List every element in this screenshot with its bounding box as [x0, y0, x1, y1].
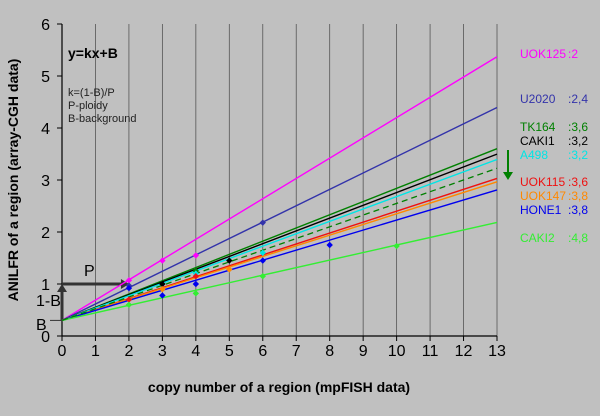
data-point [226, 266, 233, 273]
one-minus-b-arrowhead [57, 284, 67, 292]
legend-name: TK164 [520, 120, 556, 134]
data-point [159, 257, 166, 264]
x-tick-label: 4 [191, 343, 200, 360]
y-tick-label: 1 [41, 277, 50, 294]
data-point [125, 284, 133, 292]
data-point [125, 296, 133, 303]
y-tick-label: 6 [41, 17, 50, 34]
p-label: P [84, 263, 95, 280]
data-point [159, 292, 166, 299]
down-arrow-head [503, 172, 513, 180]
series-line [61, 56, 498, 321]
data-point [192, 252, 200, 259]
legend-name: CAKI1 [520, 134, 555, 148]
legend-ploidy: :3,8 [568, 203, 588, 217]
x-tick-label: 2 [124, 343, 133, 360]
x-tick-label: 3 [158, 343, 167, 360]
legend-ploidy: :2,4 [568, 92, 588, 106]
legend-name: CAKI2 [520, 231, 555, 245]
y-tick-label: 2 [41, 225, 50, 242]
x-tick-label: 10 [388, 343, 406, 360]
p-arrowhead [120, 279, 129, 289]
y-axis-title: ANILFR of a region (array-CGH data) [5, 59, 21, 302]
data-point [125, 301, 133, 308]
legend-ploidy: :3,2 [568, 148, 588, 162]
data-point [125, 277, 133, 284]
data-point [259, 273, 266, 280]
legend-ploidy: :3,2 [568, 134, 588, 148]
formula-text: y=kx+B [68, 45, 118, 61]
x-tick-label: 13 [488, 343, 506, 360]
dashed-reference-line [61, 167, 498, 322]
y-tick-label: 4 [41, 121, 50, 138]
note-background: B-background [68, 113, 137, 125]
data-point [159, 280, 166, 288]
note-ploidy: P-ploidy [68, 100, 108, 112]
legend-name: A498 [520, 148, 548, 162]
x-tick-label: 11 [422, 343, 439, 360]
series-line [61, 153, 498, 322]
series-line [61, 189, 498, 322]
legend-ploidy: :3,6 [568, 120, 588, 134]
legend-ploidy: :2 [568, 47, 578, 61]
series-line [61, 181, 498, 322]
data-point [326, 241, 333, 249]
legend-name: HONE1 [520, 203, 562, 217]
data-point [259, 219, 266, 226]
x-tick-label: 8 [325, 343, 334, 360]
data-point [192, 290, 200, 297]
legend-name: U2020 [520, 92, 556, 106]
legend-ploidy: :3,6 [568, 175, 588, 189]
x-tick-label: 7 [292, 343, 301, 360]
legend-name: UOK115 [520, 175, 565, 189]
x-tick-label: 12 [455, 343, 473, 360]
b-label: B [36, 317, 47, 334]
series-line [61, 158, 498, 322]
data-point [259, 257, 266, 264]
x-tick-label: 0 [58, 343, 67, 360]
note-slope: k=(1-B)/P [68, 87, 115, 99]
series-points [125, 219, 400, 308]
data-point [259, 249, 266, 256]
data-point [393, 242, 400, 250]
legend-name: UOK125 [520, 47, 566, 61]
x-axis-title: copy number of a region (mpFISH data) [148, 379, 410, 395]
legend-name: UOK147 [520, 189, 566, 203]
series-line [61, 148, 498, 322]
axes [50, 23, 513, 341]
data-point [226, 257, 233, 264]
x-tick-label: 1 [91, 343, 100, 360]
grid [95, 24, 498, 336]
data-point [159, 286, 166, 293]
one-minus-b-label: 1-B [36, 293, 61, 310]
y-tick-label: 3 [41, 173, 50, 190]
x-tick-label: 9 [359, 343, 368, 360]
data-point [192, 273, 200, 280]
y-tick-label: 5 [41, 69, 50, 86]
series-line [61, 106, 498, 322]
legend-ploidy: :4,8 [568, 231, 588, 245]
series-line [61, 221, 498, 322]
x-tick-label: 6 [258, 343, 267, 360]
series-lines [61, 56, 498, 322]
x-tick-label: 5 [225, 343, 234, 360]
legend-ploidy: :3,8 [568, 189, 588, 203]
data-point [192, 280, 200, 288]
legend: UOK125:2 U2020 :2,4 TK164 :3,6 CAKI1 :3,2 A498:… [520, 47, 588, 245]
y-tick-label: 0 [41, 329, 50, 346]
